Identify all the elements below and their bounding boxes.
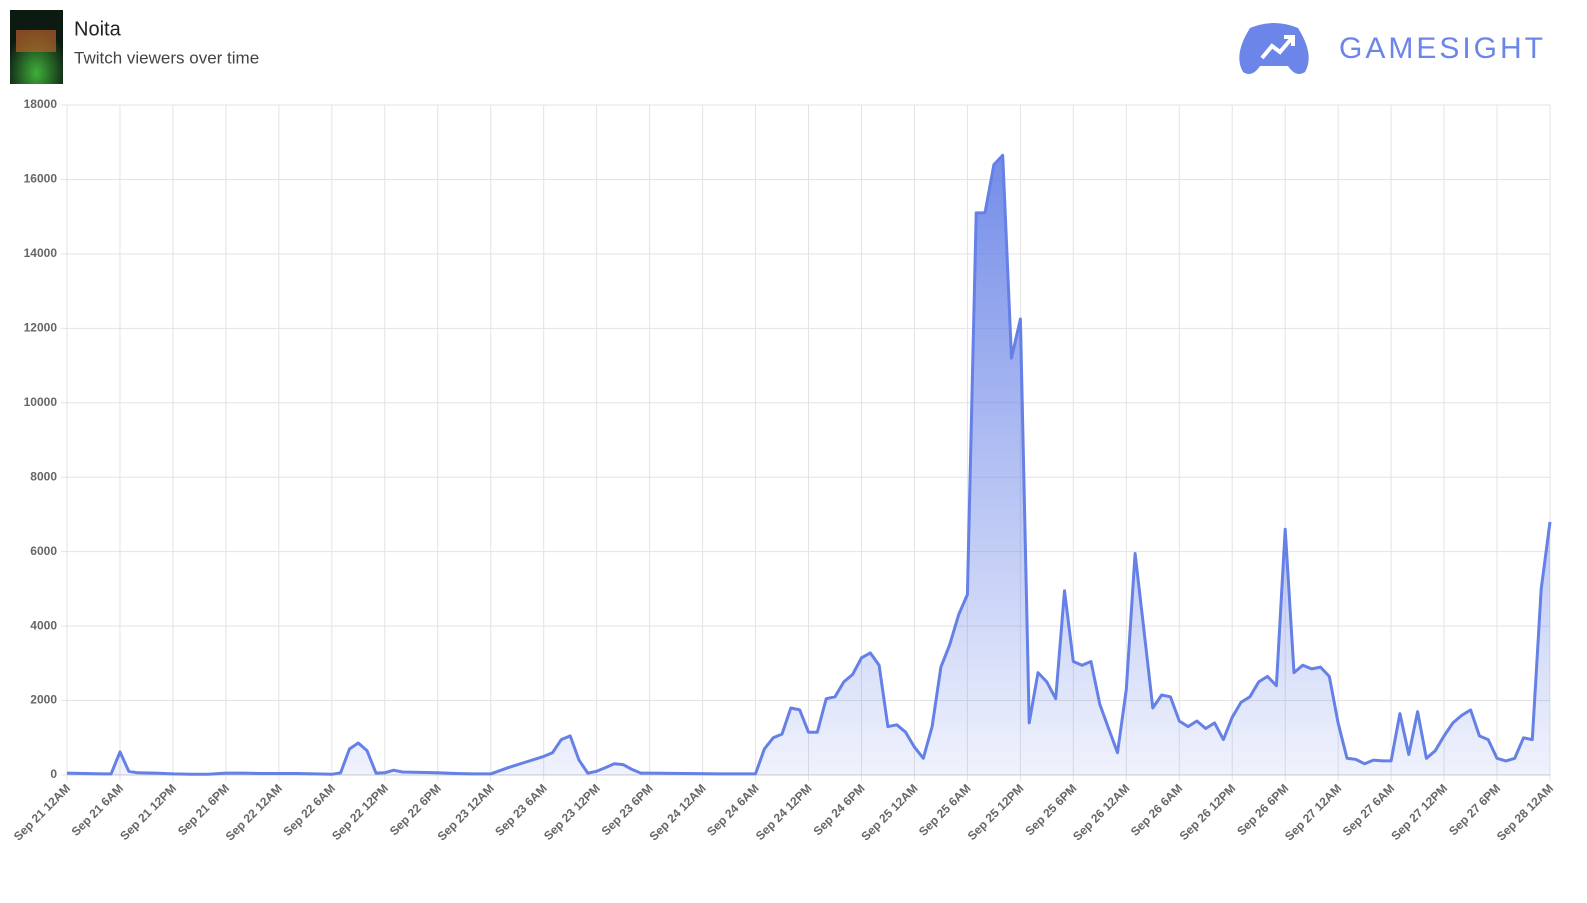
y-tick-label: 18000 [24, 97, 58, 111]
x-tick-label: Sep 25 12PM [965, 781, 1027, 843]
subtitle: Twitch viewers over time [74, 48, 259, 67]
x-tick-label: Sep 27 6AM [1340, 781, 1398, 839]
y-tick-label: 10000 [24, 395, 58, 409]
x-tick-label: Sep 28 12AM [1494, 781, 1556, 843]
x-tick-label: Sep 22 6AM [280, 781, 338, 839]
x-tick-label: Sep 21 6AM [69, 781, 127, 839]
x-tick-label: Sep 24 12AM [646, 781, 708, 843]
game-icon [10, 10, 63, 84]
x-tick-label: Sep 23 6PM [599, 781, 656, 838]
x-tick-label: Sep 21 6PM [175, 781, 232, 838]
x-tick-label: Sep 25 6PM [1022, 781, 1079, 838]
y-tick-label: 14000 [24, 246, 58, 260]
x-tick-label: Sep 23 6AM [492, 781, 550, 839]
x-tick-label: Sep 27 12AM [1282, 781, 1344, 843]
x-tick-label: Sep 23 12PM [541, 781, 603, 843]
x-tick-label: Sep 24 12PM [753, 781, 815, 843]
line [66, 153, 1552, 776]
x-tick-label: Sep 23 12AM [435, 781, 497, 843]
y-tick-label: 4000 [30, 618, 57, 632]
y-tick-label: 6000 [30, 544, 57, 558]
x-tick-label: Sep 24 6PM [811, 781, 868, 838]
y-tick-label: 0 [50, 767, 57, 781]
brand-logo [1239, 23, 1309, 74]
x-tick-label: Sep 26 6AM [1128, 781, 1186, 839]
x-tick-label: Sep 22 12PM [329, 781, 391, 843]
brand-name: GAMESIGHT [1339, 32, 1546, 65]
game-title: Noita [74, 18, 122, 40]
x-tick-label: Sep 27 6PM [1446, 781, 1503, 838]
x-tick-label: Sep 25 12AM [858, 781, 920, 843]
x-tick-label: Sep 27 12PM [1388, 781, 1450, 843]
x-tick-label: Sep 21 12AM [11, 781, 73, 843]
x-tick-label: Sep 24 6AM [704, 781, 762, 839]
x-tick-label: Sep 26 12AM [1070, 781, 1132, 843]
y-tick-label: 12000 [24, 321, 58, 335]
x-tick-label: Sep 21 12PM [117, 781, 179, 843]
x-tick-label: Sep 22 6PM [387, 781, 444, 838]
y-tick-label: 16000 [24, 172, 58, 186]
x-tick-label: Sep 26 6PM [1234, 781, 1291, 838]
x-tick-label: Sep 25 6AM [916, 781, 974, 839]
x-tick-label: Sep 26 12PM [1177, 781, 1239, 843]
y-tick-label: 8000 [30, 469, 57, 483]
y-tick-label: 2000 [30, 693, 57, 707]
x-tick-label: Sep 22 12AM [223, 781, 285, 843]
